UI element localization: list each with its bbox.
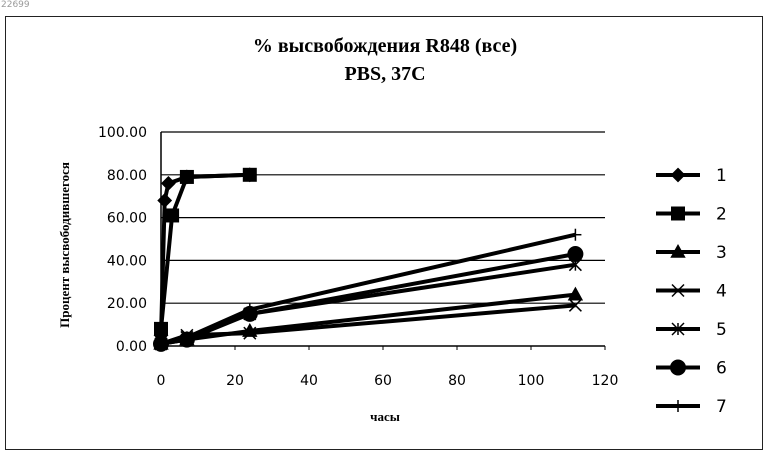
y-tick-label: 0.00 bbox=[116, 339, 147, 355]
axes bbox=[161, 132, 605, 346]
series-line bbox=[161, 175, 250, 329]
legend-label: 1 bbox=[716, 166, 727, 186]
data-point-plus bbox=[569, 229, 581, 241]
data-point-square bbox=[155, 323, 167, 335]
y-tick-label: 40.00 bbox=[107, 253, 147, 269]
series-line bbox=[161, 265, 575, 344]
y-tick-labels: 0.00 20.00 40.00 60.00 80.00 100.00 bbox=[98, 125, 147, 355]
x-tick-labels: 0 20 40 60 80 100 120 bbox=[157, 346, 619, 389]
legend-item-3: 3 bbox=[656, 243, 727, 263]
series-line bbox=[161, 254, 575, 344]
x-tick-label: 0 bbox=[157, 373, 166, 389]
legend-label: 2 bbox=[716, 205, 727, 225]
series-2 bbox=[155, 169, 256, 335]
y-tick-label: 60.00 bbox=[107, 211, 147, 227]
x-axis-label: часы bbox=[370, 409, 400, 424]
legend-label: 6 bbox=[716, 359, 727, 379]
data-point-diamond bbox=[672, 169, 684, 181]
x-tick-label: 120 bbox=[592, 373, 619, 389]
x-tick-label: 40 bbox=[300, 373, 318, 389]
legend-label: 3 bbox=[716, 243, 727, 263]
y-tick-label: 20.00 bbox=[107, 296, 147, 312]
series-line bbox=[161, 175, 250, 335]
x-tick-label: 80 bbox=[448, 373, 466, 389]
series-line bbox=[161, 235, 575, 344]
data-point-circle bbox=[671, 361, 685, 375]
x-tick-label: 60 bbox=[374, 373, 392, 389]
data-point-diamond bbox=[162, 177, 174, 189]
legend-item-6: 6 bbox=[656, 359, 727, 379]
data-point-square bbox=[244, 169, 256, 181]
chart-title: % высвобождения R848 (все) bbox=[253, 35, 517, 57]
legend-item-5: 5 bbox=[656, 320, 727, 340]
x-tick-label: 100 bbox=[518, 373, 545, 389]
y-axis-label: Процент высвободившегося bbox=[57, 162, 72, 328]
legend-item-4: 4 bbox=[656, 282, 727, 302]
data-point-square bbox=[672, 208, 684, 220]
legend-item-2: 2 bbox=[656, 205, 727, 225]
legend-item-1: 1 bbox=[656, 166, 727, 186]
data-point-circle bbox=[568, 247, 582, 261]
data-point-square bbox=[166, 209, 178, 221]
x-tick-label: 20 bbox=[226, 373, 244, 389]
legend-label: 7 bbox=[716, 397, 727, 417]
legend-item-7: 7 bbox=[656, 397, 727, 417]
y-tick-label: 100.00 bbox=[98, 125, 147, 141]
series-7 bbox=[155, 229, 581, 350]
data-point-square bbox=[181, 171, 193, 183]
legend-label: 5 bbox=[716, 320, 727, 340]
y-tick-label: 80.00 bbox=[107, 168, 147, 184]
chart-subtitle: PBS, 37C bbox=[344, 63, 425, 85]
legend-label: 4 bbox=[716, 282, 727, 302]
legend: 1 2 3 4 5 6 7 bbox=[656, 166, 727, 417]
data-point-plus bbox=[672, 400, 684, 412]
